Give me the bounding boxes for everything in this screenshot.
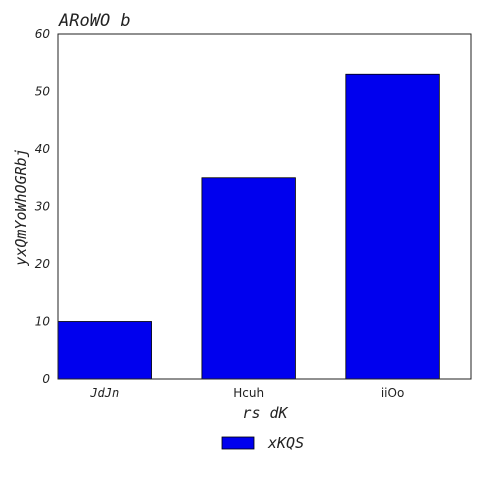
x-tick-label-JdJn: JdJn	[89, 386, 119, 400]
bar-Hcuh	[202, 178, 296, 379]
y-tick-label-0: 0	[42, 372, 50, 386]
legend-swatch-xKQS	[222, 437, 254, 449]
bars	[58, 74, 439, 379]
y-tick-label-10: 10	[35, 315, 51, 329]
bar-JdJn	[58, 322, 152, 380]
x-tick-label-iiOo: iiOo	[381, 386, 404, 400]
y-tick-label-50: 50	[35, 85, 51, 99]
y-tick-label-20: 20	[35, 257, 51, 271]
y-tick-label-40: 40	[35, 142, 51, 156]
y-axis-title: yxQmYoWhOGRbj	[12, 148, 30, 266]
x-axis-title: rs dK	[242, 404, 288, 422]
legend: xKQS	[222, 434, 304, 452]
x-tick-label-Hcuh: Hcuh	[233, 386, 264, 400]
legend-label-xKQS: xKQS	[267, 434, 304, 452]
x-axis-ticks: JdJn Hcuh iiOo	[89, 386, 404, 400]
y-axis-ticks: 0 10 20 30 40 50 60	[35, 27, 51, 386]
bar-iiOo	[346, 74, 440, 379]
y-tick-label-60: 60	[35, 27, 51, 41]
chart-title: ARoWO b	[58, 11, 131, 31]
y-tick-label-30: 30	[35, 200, 51, 214]
